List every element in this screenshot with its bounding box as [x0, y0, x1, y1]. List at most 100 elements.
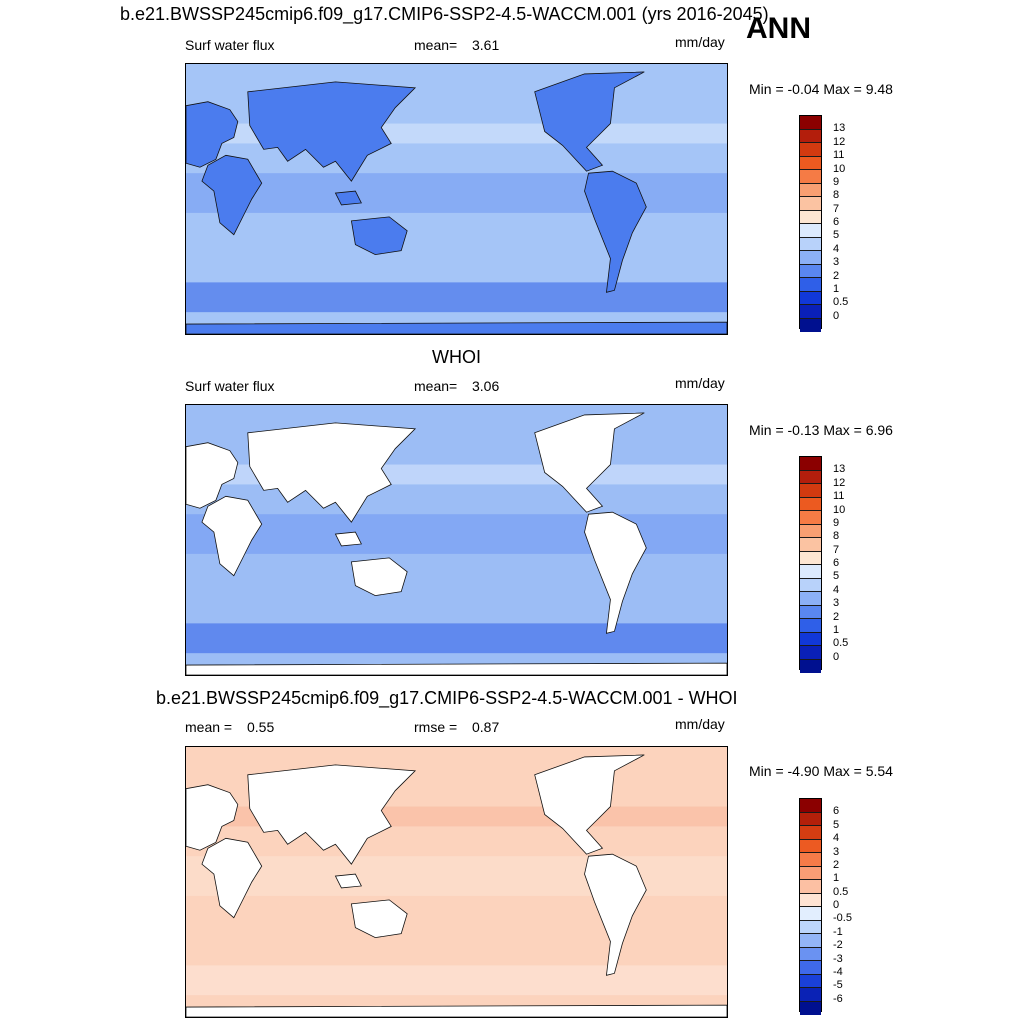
- colorbar-tick-label: 4: [833, 832, 840, 845]
- colorbar-cell: [800, 812, 821, 826]
- colorbar-cell: [800, 237, 821, 251]
- colorbar-cell: [800, 961, 821, 975]
- panel3-mean-label: mean =: [185, 719, 233, 735]
- colorbar-tick-label: 8: [833, 530, 840, 543]
- colorbar-tick-label: 4: [833, 242, 840, 255]
- colorbar-tick-label: 6: [833, 805, 840, 818]
- colorbar-tick-label: 0.5: [833, 885, 849, 898]
- colorbar-cell: [800, 866, 821, 880]
- panel2-mean-label: mean=: [414, 378, 458, 394]
- panel3-colorbar: [799, 798, 822, 1015]
- colorbar-tick-label: 2: [833, 858, 840, 871]
- continent-outline: [334, 531, 362, 547]
- colorbar-cell: [800, 1001, 821, 1015]
- continent-outline: [186, 442, 239, 509]
- colorbar-tick-label: 1: [833, 623, 840, 636]
- continent-outline: [334, 873, 362, 889]
- colorbar-cell: [800, 988, 821, 1002]
- colorbar-tick-label: 0: [833, 650, 840, 663]
- colorbar-cell: [800, 974, 821, 988]
- colorbar-tick-label: 9: [833, 175, 840, 188]
- colorbar-tick-label: 7: [833, 543, 840, 556]
- colorbar-cell: [800, 264, 821, 278]
- colorbar-tick-label: 5: [833, 229, 840, 242]
- continent-outline: [186, 784, 239, 851]
- colorbar-tick-label: 6: [833, 216, 840, 228]
- colorbar-tick-label: 3: [833, 597, 840, 610]
- panel2-map: [185, 404, 728, 676]
- colorbar-cell: [800, 305, 821, 319]
- colorbar-tick-label: 13: [833, 463, 846, 476]
- continent-outline: [186, 662, 727, 675]
- colorbar-tick-label: -4: [833, 965, 843, 978]
- panel1-variable: Surf water flux: [185, 37, 275, 53]
- colorbar-cell: [800, 210, 821, 224]
- colorbar-cell: [800, 197, 821, 211]
- panel1-minmax: Min = -0.04 Max = 9.48: [749, 81, 893, 97]
- continent-outline: [201, 495, 263, 577]
- colorbar-tick-label: 2: [833, 610, 840, 623]
- colorbar-cell: [800, 934, 821, 948]
- colorbar-tick-label: 6: [833, 557, 840, 569]
- continent-outline: [247, 764, 417, 865]
- colorbar-tick-label: 12: [833, 476, 846, 489]
- colorbar-cell: [800, 497, 821, 511]
- colorbar-tick-label: 2: [833, 269, 840, 282]
- colorbar-tick-label: 8: [833, 189, 840, 202]
- continent-outline: [350, 899, 408, 938]
- colorbar-cell: [800, 224, 821, 238]
- colorbar-tick-label: -1: [833, 925, 843, 938]
- panel1-title: b.e21.BWSSP245cmip6.f09_g17.CMIP6-SSP2-4…: [120, 4, 769, 24]
- colorbar-tick-label: 13: [833, 122, 846, 135]
- colorbar-tick-label: -2: [833, 939, 843, 952]
- continent-outline: [350, 216, 408, 255]
- colorbar-tick-label: 9: [833, 516, 840, 529]
- colorbar-cell: [800, 592, 821, 606]
- colorbar-cell: [800, 156, 821, 170]
- continent-outline: [201, 837, 263, 919]
- colorbar-tick-label: 3: [833, 256, 840, 269]
- continent-outline: [584, 853, 647, 976]
- panel1-mean-label: mean=: [414, 37, 458, 53]
- continent-outline: [186, 1004, 727, 1017]
- panel3-rmse-value: 0.87: [472, 719, 500, 735]
- colorbar-cell: [800, 565, 821, 579]
- colorbar-tick-label: 0.5: [833, 296, 849, 309]
- colorbar-cell: [800, 853, 821, 867]
- continent-outline: [534, 412, 645, 513]
- panel3-units: mm/day: [675, 716, 725, 732]
- colorbar-tick-label: 1: [833, 282, 840, 295]
- continent-outline: [334, 190, 362, 206]
- panel2-minmax: Min = -0.13 Max = 6.96: [749, 422, 893, 438]
- colorbar-cell: [800, 605, 821, 619]
- colorbar-tick-label: 0.5: [833, 637, 849, 650]
- colorbar-cell: [800, 170, 821, 184]
- colorbar-cell: [800, 318, 821, 332]
- colorbar-cell: [800, 278, 821, 292]
- colorbar-cell: [800, 632, 821, 646]
- continent-outline: [350, 557, 408, 596]
- colorbar-tick-label: 0: [833, 309, 840, 322]
- panel2-title: WHOI: [432, 347, 481, 367]
- colorbar-tick-label: -5: [833, 979, 843, 992]
- panel1-units: mm/day: [675, 34, 725, 50]
- colorbar-cell: [800, 646, 821, 660]
- panel1-colorbar: [799, 115, 822, 332]
- continent-outline: [584, 170, 647, 293]
- continent-outline: [186, 321, 727, 334]
- colorbar-tick-label: 4: [833, 583, 840, 596]
- panel2-variable: Surf water flux: [185, 378, 275, 394]
- colorbar-tick-label: 10: [833, 162, 846, 175]
- colorbar-cell: [800, 619, 821, 633]
- colorbar-tick-label: 12: [833, 135, 846, 148]
- colorbar-cell: [800, 524, 821, 538]
- panel2-mean-value: 3.06: [472, 378, 500, 394]
- panel3-title: b.e21.BWSSP245cmip6.f09_g17.CMIP6-SSP2-4…: [156, 688, 738, 708]
- continent-outline: [247, 422, 417, 523]
- colorbar-tick-label: 10: [833, 503, 846, 516]
- colorbar-cell: [800, 116, 821, 130]
- colorbar-tick-label: 5: [833, 818, 840, 831]
- colorbar-cell: [800, 538, 821, 552]
- panel3-mean-value: 0.55: [247, 719, 275, 735]
- season-label: ANN: [746, 12, 811, 45]
